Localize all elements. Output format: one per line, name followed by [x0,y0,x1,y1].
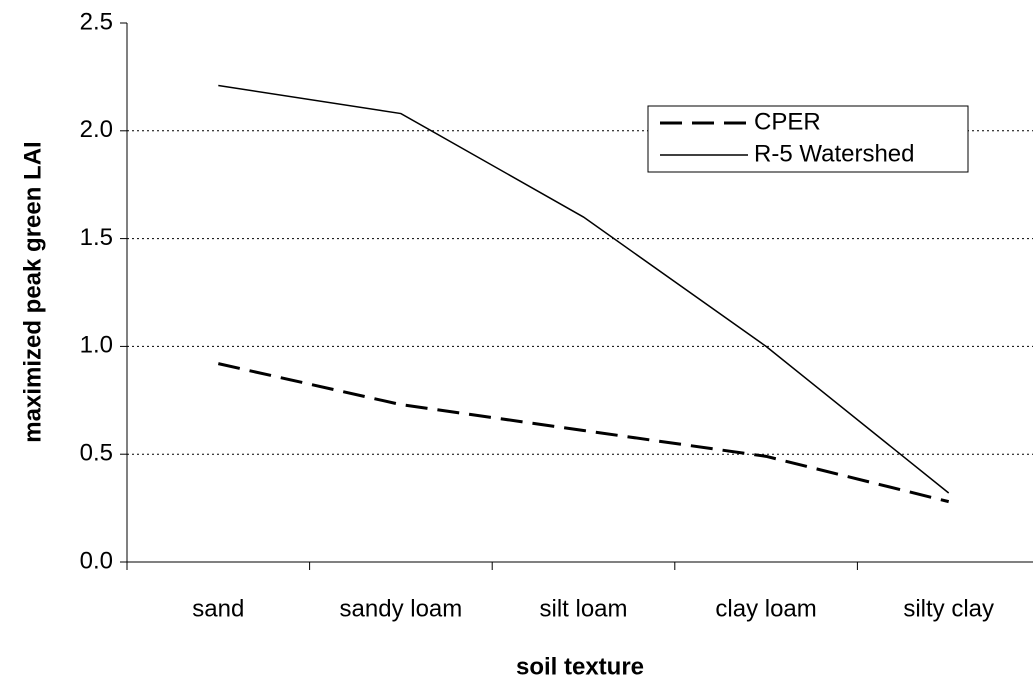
x-tick-label: silty clay [903,595,994,622]
legend-label: R-5 Watershed [754,140,915,167]
y-tick-label: 1.5 [80,224,113,251]
y-tick-label: 0.5 [80,440,113,467]
y-axis-title: maximized peak green LAI [19,141,46,442]
y-tick-label: 2.0 [80,116,113,143]
x-axis-title: soil texture [516,653,644,680]
y-tick-label: 1.0 [80,332,113,359]
x-tick-label: silt loam [539,595,627,622]
x-tick-label: clay loam [715,595,816,622]
x-tick-label: sand [192,595,244,622]
series-line [218,84,950,494]
legend-label: CPER [754,108,821,135]
legend-box [647,105,969,173]
y-tick-label: 2.5 [80,8,113,35]
series-line [217,362,950,504]
y-tick-label: 0.0 [80,547,113,574]
x-tick-label: sandy loam [340,595,463,622]
